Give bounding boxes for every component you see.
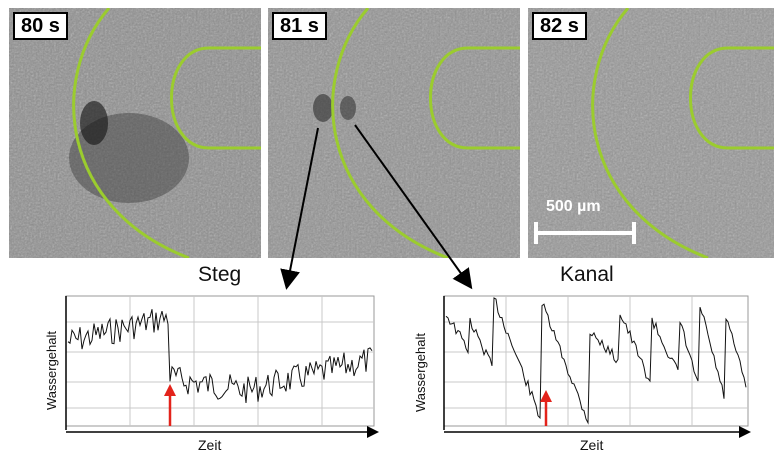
channel-outline-large bbox=[72, 8, 190, 258]
time-label-82s: 82 s bbox=[532, 12, 587, 40]
image-panel-80s: 80 s bbox=[9, 8, 261, 258]
channel-outline-large bbox=[591, 8, 709, 258]
micrograph-80s bbox=[9, 8, 261, 258]
plot-title-steg: Steg bbox=[198, 263, 242, 286]
trace-steg bbox=[67, 309, 373, 404]
gridlines bbox=[444, 296, 748, 426]
image-panel-81s: 81 s bbox=[268, 8, 520, 258]
trace-kanal bbox=[445, 297, 747, 425]
micrograph-82s bbox=[528, 8, 774, 258]
plot-frame bbox=[65, 295, 375, 427]
ylabel-steg: Wassergehalt bbox=[44, 331, 59, 410]
gridlines bbox=[66, 296, 374, 426]
plot-steg bbox=[65, 295, 379, 438]
event-marker-head bbox=[540, 390, 552, 402]
xlabel-steg: Zeit bbox=[198, 437, 222, 453]
time-label-81s: 81 s bbox=[272, 12, 327, 40]
plot-title-kanal: Kanal bbox=[560, 263, 614, 286]
plot-frame bbox=[443, 295, 749, 427]
xlabel-kanal: Zeit bbox=[580, 437, 604, 453]
micrograph-81s bbox=[268, 8, 520, 258]
image-panel-82s: 82 s 500 µm bbox=[528, 8, 774, 258]
event-marker-head bbox=[164, 384, 176, 396]
scale-bar-label: 500 µm bbox=[546, 198, 601, 215]
ylabel-kanal: Wassergehalt bbox=[413, 333, 428, 412]
channel-outline-small bbox=[689, 46, 774, 150]
time-label-80s: 80 s bbox=[13, 12, 68, 40]
channel-outline-small bbox=[170, 46, 261, 150]
plot-kanal bbox=[443, 295, 751, 438]
